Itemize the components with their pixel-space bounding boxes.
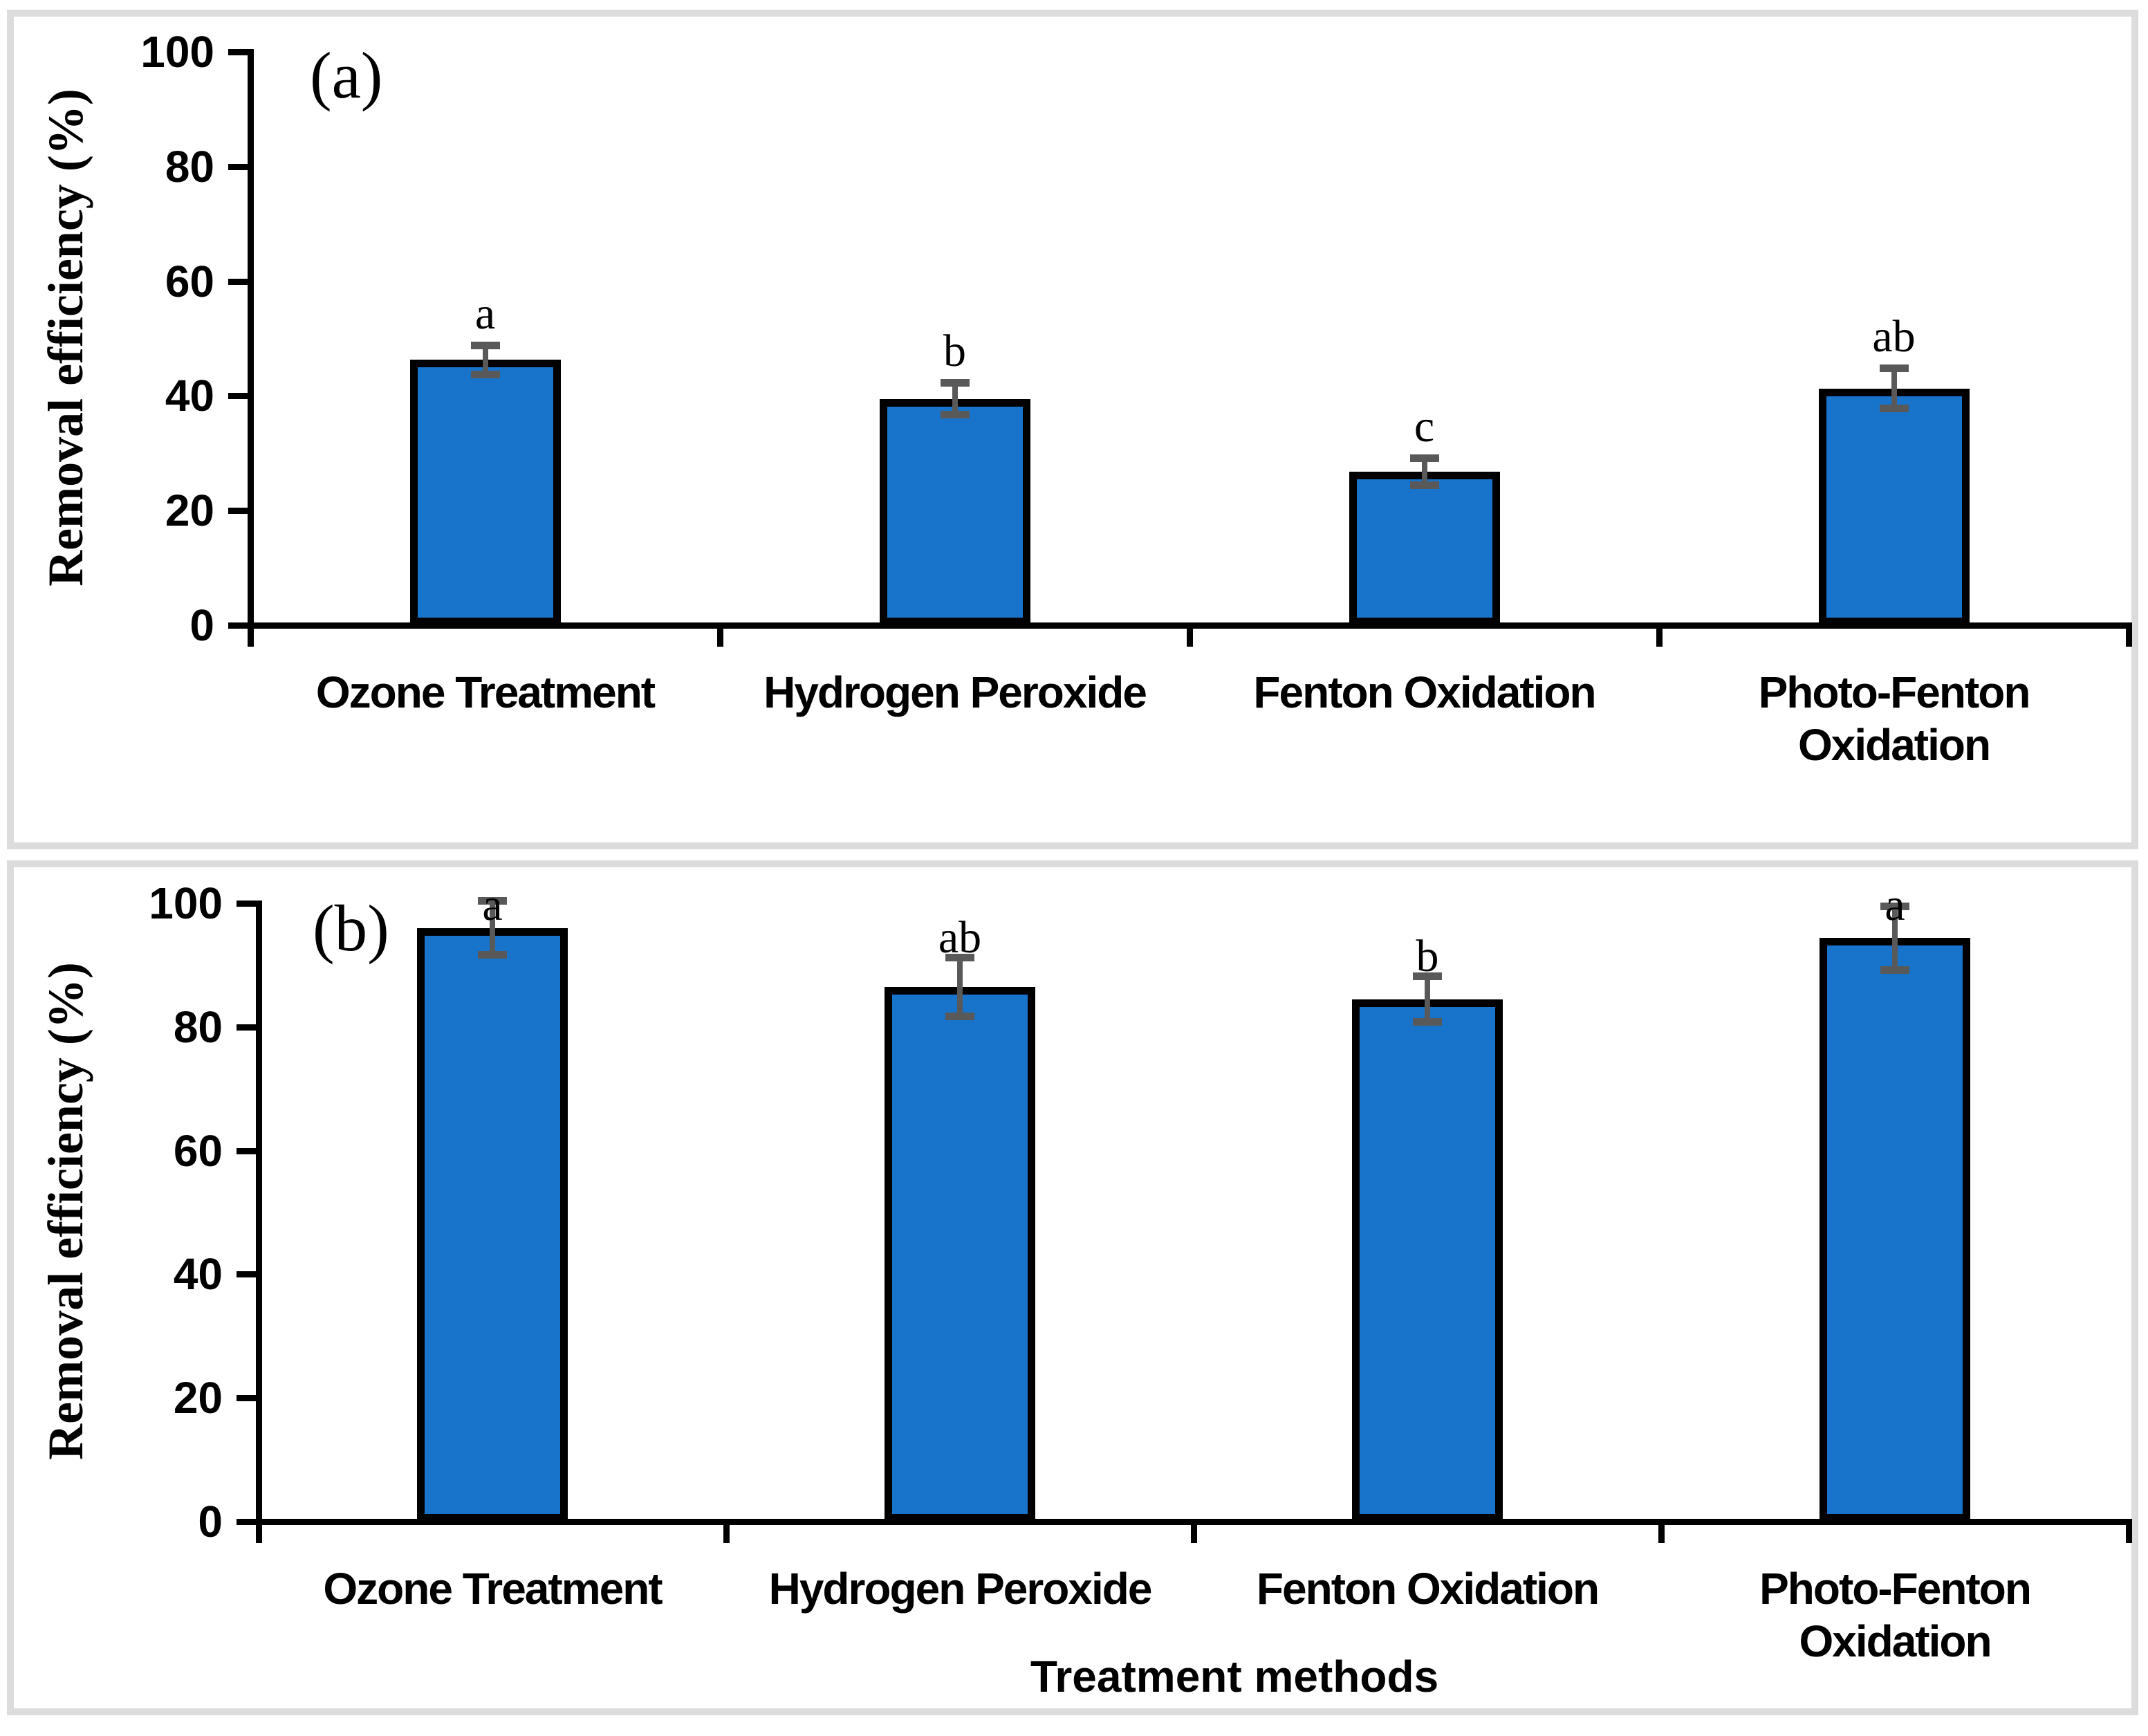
y-tick-b-40	[237, 1271, 259, 1278]
error-bar-a-1	[952, 382, 958, 415]
error-bar-cap-bottom-a-3	[1879, 405, 1909, 413]
y-tick-label-a-100: 100	[140, 27, 214, 77]
error-bar-cap-top-a-3	[1879, 364, 1909, 372]
sig-letter-a-2: c	[1414, 400, 1435, 452]
error-bar-b-3	[1892, 905, 1898, 970]
category-label-b-0: Ozone Treatment	[323, 1564, 663, 1614]
error-bar-cap-top-b-3	[1880, 902, 1909, 910]
axis-y-b	[256, 901, 262, 1525]
error-bar-cap-bottom-a-0	[470, 370, 500, 378]
y-tick-label-b-80: 80	[173, 1001, 223, 1052]
error-bar-a-2	[1421, 457, 1427, 486]
bar-a-2	[1349, 471, 1500, 625]
category-label-a-2: Fenton Oxidation	[1253, 667, 1596, 717]
sig-letter-a-3: ab	[1872, 311, 1916, 362]
y-tick-a-20	[228, 508, 250, 515]
y-tick-a-100	[228, 49, 250, 55]
y-tick-b-0	[237, 1519, 259, 1525]
error-bar-cap-top-a-0	[470, 341, 500, 349]
y-tick-b-20	[237, 1395, 259, 1402]
y-tick-label-b-100: 100	[149, 878, 223, 928]
sig-letter-b-2: b	[1416, 931, 1439, 982]
y-tick-b-80	[237, 1024, 259, 1031]
x-tick-a-2	[1187, 629, 1193, 647]
x-tick-b-1	[723, 1525, 730, 1543]
sig-letter-a-0: a	[474, 288, 496, 339]
error-bar-cap-top-b-0	[478, 897, 507, 905]
bar-b-3	[1820, 938, 1970, 1522]
bar-b-2	[1352, 999, 1503, 1522]
x-tick-a-3	[1656, 629, 1663, 647]
axis-y-a	[248, 49, 254, 629]
error-bar-cap-top-a-1	[940, 379, 970, 387]
y-tick-label-b-40: 40	[173, 1249, 223, 1300]
bar-a-0	[409, 360, 561, 625]
y-tick-label-b-20: 20	[173, 1373, 223, 1423]
error-bar-a-3	[1891, 367, 1897, 409]
y-tick-a-80	[228, 163, 250, 170]
error-bar-cap-bottom-b-2	[1413, 1017, 1442, 1026]
y-tick-a-40	[228, 393, 250, 400]
y-tick-label-a-40: 40	[165, 371, 214, 421]
error-bar-b-1	[957, 957, 963, 1017]
x-tick-b-2	[1191, 1525, 1197, 1543]
error-bar-cap-bottom-b-1	[945, 1012, 974, 1020]
category-label-b-1: Hydrogen Peroxide	[768, 1564, 1153, 1614]
axis-x-b	[256, 1519, 2132, 1525]
x-tick-b-4	[2126, 1525, 2132, 1543]
x-tick-a-4	[2126, 629, 2132, 647]
y-tick-label-b-60: 60	[173, 1125, 223, 1176]
bar-b-0	[417, 927, 568, 1522]
sig-letter-a-1: b	[943, 326, 966, 377]
panel-b-tag: (b)	[313, 892, 389, 965]
category-label-b-3: Photo-Fenton Oxidation	[1759, 1564, 2032, 1666]
panel-b-x-axis-title: Treatment methods	[1030, 1652, 1439, 1701]
x-tick-a-1	[717, 629, 723, 647]
y-tick-a-0	[228, 622, 250, 629]
y-tick-label-a-0: 0	[189, 600, 214, 650]
y-tick-label-a-80: 80	[165, 141, 214, 192]
x-tick-b-3	[1658, 1525, 1665, 1543]
y-tick-b-60	[237, 1147, 259, 1154]
panel-b-frame	[7, 860, 2138, 1715]
y-tick-b-100	[237, 901, 259, 907]
category-label-a-0: Ozone Treatment	[315, 667, 656, 717]
bar-b-1	[885, 986, 1035, 1522]
y-tick-label-b-0: 0	[198, 1497, 223, 1546]
category-label-b-2: Fenton Oxidation	[1256, 1564, 1600, 1614]
sig-letter-b-1: ab	[938, 912, 982, 963]
sig-letter-b-0: a	[482, 880, 503, 930]
error-bar-cap-top-b-2	[1413, 972, 1442, 981]
bar-a-1	[879, 398, 1030, 625]
bar-a-3	[1818, 388, 1970, 625]
sig-letter-b-3: a	[1885, 880, 1905, 930]
x-tick-a-0	[248, 629, 254, 647]
error-bar-b-0	[490, 901, 495, 956]
error-bar-cap-bottom-a-2	[1409, 481, 1439, 489]
category-label-a-1: Hydrogen Peroxide	[763, 667, 1147, 717]
error-bar-cap-top-a-2	[1409, 454, 1439, 462]
y-tick-label-a-60: 60	[165, 256, 214, 306]
error-bar-cap-bottom-b-3	[1880, 966, 1909, 974]
panel-a-frame	[7, 10, 2138, 849]
error-bar-a-0	[482, 344, 488, 375]
x-tick-b-0	[256, 1525, 262, 1543]
error-bar-cap-bottom-a-1	[940, 410, 970, 418]
error-bar-cap-bottom-b-0	[478, 951, 507, 959]
error-bar-cap-top-b-1	[945, 953, 974, 961]
error-bar-b-2	[1425, 976, 1430, 1022]
y-tick-label-a-20: 20	[165, 486, 214, 536]
panel-a-tag: (a)	[310, 39, 383, 112]
category-label-a-3: Photo-Fenton Oxidation	[1758, 667, 2031, 770]
y-tick-a-60	[228, 278, 250, 285]
axis-x-a	[248, 622, 2132, 629]
